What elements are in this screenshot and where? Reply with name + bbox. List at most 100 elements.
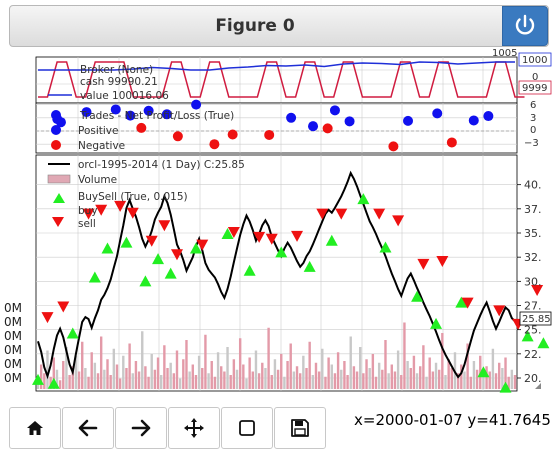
save-button[interactable]	[274, 407, 326, 449]
volume-bar	[134, 361, 138, 389]
volume-bar	[191, 364, 194, 389]
volume-bar	[144, 366, 147, 389]
sell-marker	[82, 208, 95, 220]
buy-marker	[120, 236, 133, 248]
volume-bar	[295, 366, 299, 389]
power-icon	[515, 14, 535, 35]
volume-bar	[46, 350, 49, 389]
volume-bar	[498, 362, 501, 389]
volume-bar	[201, 368, 204, 389]
buy-marker	[430, 317, 443, 329]
figure-canvas[interactable]: Broker (None) cash 99990.21 value 100016…	[0, 48, 560, 394]
sell-marker	[493, 305, 506, 317]
trade-negative-point	[264, 129, 275, 140]
buy-marker	[189, 242, 202, 254]
volume-bar	[43, 373, 46, 389]
volume-bar	[384, 340, 387, 389]
volume-bar	[463, 371, 466, 389]
negative-label: Negative	[78, 140, 125, 152]
volume-bar	[400, 375, 403, 389]
volume-bar	[359, 347, 362, 389]
volume-bar	[122, 355, 125, 389]
volume-bar	[216, 352, 220, 389]
trade-negative-point	[446, 137, 457, 148]
volume-tick-label: 0M	[4, 301, 22, 315]
volume-bar	[409, 368, 412, 389]
volume-bar	[302, 355, 305, 389]
sell-marker	[158, 220, 171, 232]
buy-marker	[243, 264, 256, 276]
volume-bar	[321, 348, 324, 389]
volume-bar	[298, 373, 302, 389]
volume-bar	[387, 373, 390, 389]
volume-bar	[109, 375, 112, 389]
volume-bar	[330, 364, 333, 389]
volume-bar	[163, 345, 166, 389]
volume-bar	[131, 373, 134, 389]
price-tick-label: 25.	[524, 324, 542, 337]
forward-button[interactable]	[115, 407, 167, 449]
sell-marker	[265, 233, 278, 245]
volume-bar	[343, 361, 346, 389]
navigation-toolbar	[9, 407, 327, 451]
volume-bar	[317, 371, 321, 389]
volume-tick-label: 0M	[4, 343, 22, 357]
close-figure-button[interactable]	[502, 6, 548, 46]
buy-marker	[537, 337, 550, 349]
volume-bar	[374, 376, 378, 389]
volume-bar	[456, 373, 460, 389]
volume-bar	[147, 376, 150, 389]
price-tick-label: 35.	[524, 227, 542, 240]
volume-bar	[77, 371, 81, 389]
price-tick-label: 37.	[524, 203, 542, 216]
price-tick-label: 32.	[524, 251, 542, 264]
trade-positive-point	[468, 115, 479, 126]
price-line	[37, 170, 516, 380]
pan-button[interactable]	[168, 407, 220, 449]
trade-positive-point	[432, 108, 443, 119]
volume-bar	[213, 376, 217, 389]
volume-bar	[55, 369, 59, 389]
trade-negative-point	[209, 139, 220, 150]
volume-bar	[137, 371, 141, 389]
buy-marker	[88, 271, 101, 283]
volume-bar	[71, 366, 74, 389]
volume-bar	[169, 362, 172, 389]
volume-bar	[99, 336, 103, 389]
home-button[interactable]	[9, 407, 61, 449]
sell-marker	[316, 208, 329, 220]
volume-label: Volume	[78, 174, 117, 186]
volume-bar	[475, 369, 479, 389]
buy-marker	[32, 373, 44, 385]
trades-tick-neg3: −3	[524, 138, 539, 149]
buy-marker	[499, 381, 512, 393]
trades-tick-3: 3	[530, 113, 536, 124]
volume-bar	[251, 371, 255, 389]
volume-bar	[106, 359, 109, 389]
volume-bar	[308, 341, 311, 389]
volume-bar	[172, 373, 176, 389]
volume-bar	[229, 375, 232, 389]
volume-bar	[393, 371, 397, 389]
buy-marker	[411, 290, 424, 302]
volume-bar	[403, 322, 406, 389]
volume-bar	[103, 369, 106, 389]
series-label: orcl-1995-2014 (1 Day) C:25.85	[78, 159, 245, 171]
volume-bar	[327, 357, 330, 389]
volume-bar	[166, 368, 169, 389]
price-tick-label: 30.	[524, 275, 542, 288]
volume-bar	[365, 359, 368, 389]
volume-bar	[340, 369, 343, 389]
volume-tick-label: 0M	[4, 329, 22, 343]
price-tick-label: 20.	[524, 372, 542, 385]
volume-bar	[84, 368, 87, 389]
back-button[interactable]	[62, 407, 114, 449]
volume-bar	[112, 348, 116, 389]
volume-bar	[482, 375, 485, 389]
volume-bar	[204, 334, 207, 389]
trade-positive-point	[308, 121, 319, 132]
zoom-rect-button[interactable]	[221, 407, 273, 449]
volume-bar	[115, 364, 119, 389]
volume-bar	[261, 362, 264, 389]
trade-positive-point	[344, 116, 355, 127]
